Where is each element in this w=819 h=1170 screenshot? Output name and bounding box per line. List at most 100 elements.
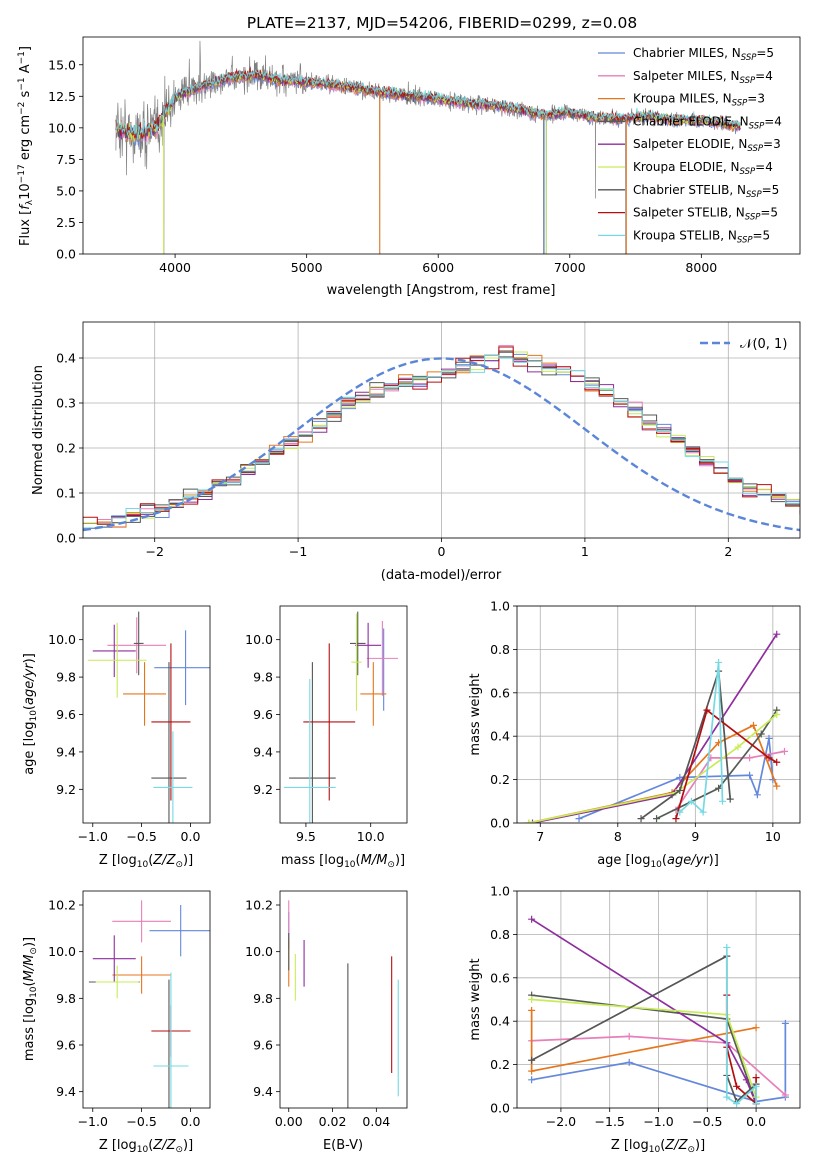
y-tick-label: 0.4 <box>490 1014 510 1029</box>
data-marker <box>726 795 734 803</box>
x-axis-label: mass [log10(M/M⊙)] <box>281 853 405 870</box>
legend-entry: Chabrier STELIB, NSSP=5 <box>633 183 779 200</box>
x-tick-label: 8000 <box>685 260 717 275</box>
y-tick-label: 9.2 <box>56 782 76 797</box>
y-tick-label: 9.8 <box>253 670 273 685</box>
x-tick-label: 0.00 <box>275 1114 303 1129</box>
data-marker <box>676 773 684 781</box>
axes-frame <box>82 605 211 824</box>
y-tick-label: 9.4 <box>253 744 273 759</box>
y-tick-label: 0.4 <box>490 729 510 744</box>
mass-weight-series-5 <box>531 918 757 1104</box>
x-tick-label: −1.0 <box>643 1114 673 1129</box>
x-axis-label: Z [log10(Z/Z⊙)] <box>611 1138 705 1155</box>
x-tick-label: −0.5 <box>126 1114 156 1129</box>
residual-histogram-5 <box>83 351 800 538</box>
x-tick-label: 7 <box>536 829 544 844</box>
legend-entry: Kroupa MILES, NSSP=3 <box>633 92 765 109</box>
x-tick-label: 8 <box>614 829 622 844</box>
y-tick-label: 0.8 <box>490 927 510 942</box>
x-axis-label: E(B-V) <box>323 1138 363 1153</box>
y-tick-label: 0.2 <box>490 1057 510 1072</box>
x-tick-label: 9.5 <box>296 829 316 844</box>
panel-residuals: −2 −1 0 1 2 0.0 0.1 0.2 0.3 0.4 <box>56 321 801 559</box>
data-marker <box>752 1024 760 1032</box>
x-tick-label: −0.5 <box>692 1114 722 1129</box>
panel-spectrum: 4000 5000 6000 7000 8000 0.0 2.5 5.0 7.5 10.0 12.5… <box>48 36 801 275</box>
y-tick-label: 9.4 <box>56 744 76 759</box>
x-tick-label: 0.04 <box>362 1114 390 1129</box>
y-tick-label: 0.6 <box>490 970 510 985</box>
y-tick-label: 9.6 <box>56 707 76 722</box>
plot-area <box>283 611 398 823</box>
plot-area <box>83 345 800 538</box>
y-tick-label: 0.4 <box>56 351 76 366</box>
y-tick-label: 9.4 <box>56 1084 76 1099</box>
residual-histogram-7 <box>83 351 800 538</box>
y-tick-label: 2.5 <box>56 215 76 230</box>
data-marker <box>653 815 661 823</box>
data-marker <box>687 797 695 805</box>
data-marker <box>752 1100 760 1108</box>
legend-entry: Salpeter ELODIE, NSSP=3 <box>633 137 781 154</box>
x-tick-label: 0.0 <box>181 829 201 844</box>
y-tick-label: 9.8 <box>56 991 76 1006</box>
legend-entry: Chabrier MILES, NSSP=5 <box>633 46 774 63</box>
data-marker <box>753 791 761 799</box>
residual-histogram-8 <box>83 346 800 538</box>
legend-entry: Salpeter STELIB, NSSP=5 <box>633 206 778 223</box>
mass-weight-series-2 <box>675 750 785 811</box>
x-tick-label: 10.0 <box>357 829 385 844</box>
y-tick-label: 1.0 <box>490 599 510 614</box>
legend: Chabrier MILES, NSSP=5 Salpeter MILES, NS… <box>598 46 782 245</box>
normal-curve <box>83 357 800 532</box>
axes-frame <box>279 890 408 1109</box>
y-tick-label: 0.3 <box>56 396 76 411</box>
chart-title: PLATE=2137, MJD=54206, FIBERID=0299, z=0… <box>247 14 637 32</box>
data-marker <box>625 1058 633 1066</box>
data-marker <box>781 1019 789 1027</box>
y-tick-label: 10.0 <box>245 632 273 647</box>
mass-weight-series-8 <box>675 708 778 819</box>
plot-area <box>525 630 788 823</box>
residual-histogram-3 <box>83 350 800 538</box>
x-tick-label: 0.02 <box>319 1114 347 1129</box>
x-tick-label: 2 <box>724 544 732 559</box>
mass-weight-series-2 <box>531 1035 786 1096</box>
residual-histogram-6 <box>83 351 800 538</box>
y-tick-label: 7.5 <box>56 152 76 167</box>
x-tick-label: 0.0 <box>181 1114 201 1129</box>
y-tick-label: 1.0 <box>490 884 510 899</box>
data-marker <box>773 711 781 718</box>
data-marker <box>733 1082 741 1090</box>
x-tick-label: 1 <box>581 544 589 559</box>
residual-histogram-4 <box>83 356 800 538</box>
y-tick-label: 10.0 <box>245 944 273 959</box>
data-marker <box>637 815 645 823</box>
panel-age_vs_mass: 9.5 10.0 9.2 9.4 9.6 9.8 10.0 <box>245 605 408 844</box>
axes-frame <box>82 36 801 255</box>
x-axis-label: wavelength [Angstrom, rest frame] <box>327 283 556 298</box>
x-tick-label: 4000 <box>159 260 191 275</box>
residual-histogram-9 <box>83 354 800 538</box>
y-tick-label: 0.0 <box>490 1101 510 1116</box>
data-marker <box>752 1074 760 1082</box>
y-tick-label: 9.4 <box>253 1084 273 1099</box>
axes-frame <box>82 321 801 539</box>
data-marker <box>676 808 684 816</box>
x-tick-label: −2 <box>145 544 163 559</box>
legend-entry: Chabrier ELODIE, NSSP=4 <box>633 114 782 131</box>
y-axis-label: age [log10(age/yr)] <box>22 653 39 775</box>
plot-area <box>528 915 789 1108</box>
data-marker <box>528 915 536 923</box>
panel-mass_weight_vs_age: 7 8 9 10 0.0 0.2 0.4 0.6 0.8 1.0 <box>490 599 801 844</box>
data-marker <box>575 815 583 823</box>
x-axis-label: age [log10(age/yr)] <box>597 853 719 870</box>
y-tick-label: 5.0 <box>56 183 76 198</box>
data-marker <box>529 819 537 823</box>
data-marker <box>780 747 788 755</box>
x-axis-label: Z [log10(Z/Z⊙)] <box>99 1138 193 1155</box>
y-tick-label: 0.1 <box>56 486 76 501</box>
model-spectrum-9 <box>115 69 741 140</box>
y-tick-label: 12.5 <box>48 89 76 104</box>
